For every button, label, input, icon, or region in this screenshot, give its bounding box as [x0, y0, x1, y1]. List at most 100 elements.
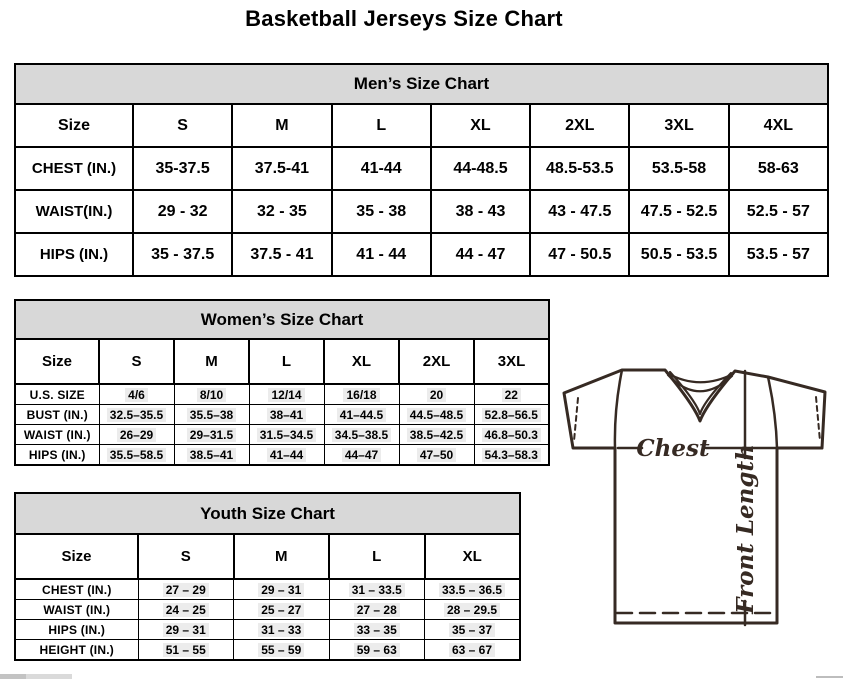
cell-value: 52.8–56.5 [481, 407, 541, 422]
collar-rib-arc-deep [666, 373, 734, 393]
table-cell: 38 - 43 [429, 189, 532, 234]
table-cell: 34.5–38.5 [323, 424, 400, 445]
table-cell: 38–41 [248, 404, 325, 425]
row-label: U.S. SIZE [14, 383, 100, 405]
column-header: 2XL [398, 338, 475, 385]
table-cell: 20 [398, 383, 475, 405]
cell-value: 29–31.5 [186, 427, 237, 442]
table-cell: 41–44 [248, 444, 325, 466]
table-cell: 4/6 [98, 383, 175, 405]
youth-size-chart-table: Youth Size Chart Size S M L XL CHEST (IN.) 27 … [14, 492, 521, 661]
table-row: HIPS (IN.) 35 - 37.5 37.5 - 41 41 - 44 44 - … [14, 232, 830, 277]
table-cell: 31 – 33.5 [328, 578, 425, 600]
table-cell: 53.5-58 [628, 146, 730, 191]
table-cell: 27 – 28 [328, 599, 425, 620]
womens-table-title-band: Women’s Size Chart [14, 299, 550, 338]
table-cell: 12/14 [248, 383, 325, 405]
cell-value: 24 – 25 [162, 602, 209, 617]
cell-value: 4/6 [125, 387, 148, 402]
sleeve-seam-right [766, 375, 779, 450]
column-header: XL [429, 103, 532, 148]
cell-value: 22 [501, 387, 521, 402]
cell-value: 20 [426, 387, 447, 402]
table-row: HEIGHT (IN.) 51 – 55 55 – 59 59 – 63 63 – 67 [14, 639, 521, 661]
size-header-cell: Size [14, 338, 100, 385]
sleeve-seam-left [613, 368, 624, 450]
cell-value: 59 – 63 [353, 642, 400, 657]
column-header: S [137, 533, 235, 580]
table-cell: 51 – 55 [137, 639, 234, 661]
row-label: HIPS (IN.) [14, 619, 139, 640]
table-cell: 35.5–58.5 [98, 444, 175, 466]
header-row: Size S M L XL 2XL 3XL [14, 338, 550, 385]
cell-value: 51 – 55 [162, 642, 209, 657]
column-header: XL [423, 533, 521, 580]
table-cell: 41–44.5 [323, 404, 400, 425]
cell-value: 27 – 29 [162, 582, 209, 597]
table-cell: 44.5–48.5 [398, 404, 475, 425]
page-title: Basketball Jerseys Size Chart [245, 6, 563, 31]
table-cell: 29 - 32 [131, 189, 234, 234]
table-cell: 41-44 [330, 146, 432, 191]
table-cell: 58-63 [727, 146, 830, 191]
table-cell: 46.8–50.3 [473, 424, 550, 445]
cell-value: 41–44 [266, 447, 307, 462]
table-row: HIPS (IN.) 29 – 31 31 – 33 33 – 35 35 – 37 [14, 619, 521, 640]
cell-value: 29 – 31 [258, 582, 305, 597]
column-header: S [98, 338, 175, 385]
cell-value: 26–29 [116, 427, 157, 442]
column-header: M [231, 103, 333, 148]
table-cell: 47–50 [398, 444, 475, 466]
table-cell: 52.8–56.5 [473, 404, 550, 425]
column-header: M [232, 533, 330, 580]
table-cell: 16/18 [323, 383, 400, 405]
table-cell: 52.5 - 57 [727, 189, 830, 234]
table-cell: 22 [473, 383, 550, 405]
cell-value: 8/10 [196, 387, 227, 402]
cell-value: 38.5–41 [186, 447, 237, 462]
front-length-label: Front Length [732, 444, 759, 615]
row-label: HEIGHT (IN.) [14, 639, 139, 661]
size-header-cell: Size [14, 533, 139, 580]
jersey-measurement-diagram: Chest Front Length [562, 368, 827, 627]
table-cell: 38.5–41 [173, 444, 250, 466]
table-cell: 37.5-41 [231, 146, 333, 191]
table-cell: 55 – 59 [233, 639, 330, 661]
table-cell: 47 - 50.5 [529, 232, 631, 277]
cuff-dashed-line-right [815, 396, 821, 442]
mens-table-title: Men’s Size Chart [353, 74, 490, 93]
table-cell: 24 – 25 [137, 599, 234, 620]
jersey-outline [562, 368, 827, 625]
cuff-dashed-line-left [573, 397, 579, 442]
table-cell: 53.5 - 57 [727, 232, 830, 277]
row-label: WAIST(IN.) [14, 189, 134, 234]
table-cell: 48.5-53.5 [529, 146, 631, 191]
table-row: WAIST(IN.) 29 - 32 32 - 35 35 - 38 38 - 43 43… [14, 189, 830, 234]
cell-value: 33 – 35 [353, 622, 400, 637]
table-row: U.S. SIZE 4/6 8/10 12/14 16/18 20 22 [14, 383, 550, 405]
cell-value: 41–44.5 [336, 407, 387, 422]
table-cell: 35.5–38 [173, 404, 250, 425]
column-header: M [173, 338, 250, 385]
table-row: BUST (IN.) 32.5–35.5 35.5–38 38–41 41–44.5 44… [14, 404, 550, 425]
cell-value: 33.5 – 36.5 [438, 582, 506, 597]
cell-value: 32.5–35.5 [106, 407, 167, 422]
table-cell: 35-37.5 [131, 146, 234, 191]
cell-value: 47–50 [416, 447, 457, 462]
table-cell: 37.5 - 41 [231, 232, 333, 277]
table-cell: 25 – 27 [233, 599, 330, 620]
cell-value: 31 – 33 [258, 622, 305, 637]
horizontal-scrollbar-thumb[interactable] [0, 674, 72, 679]
cell-value: 28 – 29.5 [443, 602, 501, 617]
cell-value: 55 – 59 [258, 642, 305, 657]
cell-value: 63 – 67 [448, 642, 496, 657]
cell-value: 16/18 [343, 387, 380, 402]
womens-size-grid: Size S M L XL 2XL 3XL U.S. SIZE 4/6 8/10 12/14 16/1… [14, 338, 550, 466]
table-cell: 31 – 33 [233, 619, 330, 640]
youth-table-title: Youth Size Chart [200, 503, 335, 523]
table-cell: 50.5 - 53.5 [628, 232, 730, 277]
table-cell: 28 – 29.5 [424, 599, 521, 620]
horizontal-scrollbar-fragment[interactable] [816, 676, 843, 678]
collar-rib-arc-shallow [665, 371, 735, 384]
cell-value: 34.5–38.5 [331, 427, 392, 442]
